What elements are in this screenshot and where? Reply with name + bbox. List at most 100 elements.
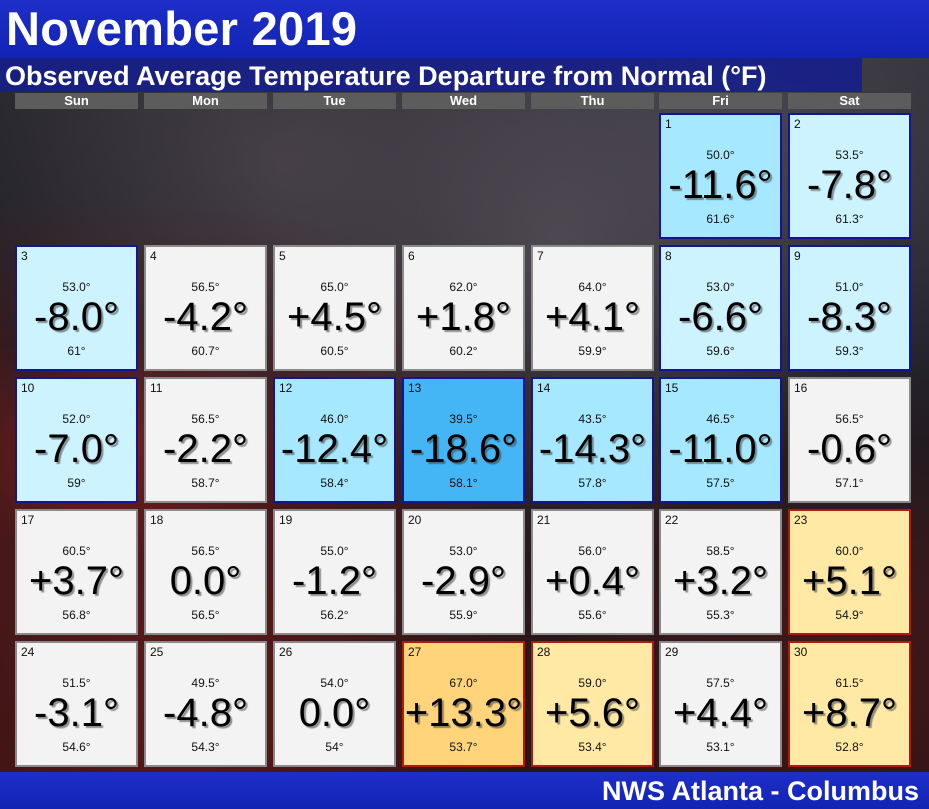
- day-number: 27: [408, 645, 422, 659]
- temperature-departure: -1.2°: [292, 559, 377, 603]
- day-number: 14: [537, 381, 551, 395]
- day-cell-27: 27 67.0° +13.3° 53.7°: [402, 641, 525, 767]
- day-number: 12: [279, 381, 293, 395]
- day-cell-3: 3 53.0° -8.0° 61°: [15, 245, 138, 371]
- normal-average-temp: 56.2°: [320, 608, 349, 622]
- day-cell-22: 22 58.5° +3.2° 55.3°: [659, 509, 782, 635]
- observed-average-temp: 43.5°: [578, 412, 607, 426]
- observed-average-temp: 58.5°: [706, 544, 735, 558]
- observed-average-temp: 59.0°: [578, 676, 607, 690]
- normal-average-temp: 60.5°: [320, 344, 349, 358]
- temperature-departure: 0.0°: [169, 559, 242, 603]
- day-cell-30: 30 61.5° +8.7° 52.8°: [788, 641, 911, 767]
- day-number: 18: [150, 513, 164, 527]
- temperature-departure: +1.8°: [416, 295, 511, 339]
- day-cell-8: 8 53.0° -6.6° 59.6°: [659, 245, 782, 371]
- observed-average-temp: 53.0°: [706, 280, 735, 294]
- normal-average-temp: 57.8°: [578, 476, 607, 490]
- footer-credit: NWS Atlanta - Columbus: [602, 776, 919, 806]
- day-cell-12: 12 46.0° -12.4° 58.4°: [273, 377, 396, 503]
- observed-average-temp: 52.0°: [62, 412, 91, 426]
- normal-average-temp: 56.8°: [62, 608, 91, 622]
- day-cell-4: 4 56.5° -4.2° 60.7°: [144, 245, 267, 371]
- day-cell-11: 11 56.5° -2.2° 58.7°: [144, 377, 267, 503]
- temperature-departure: +4.4°: [673, 691, 768, 735]
- normal-average-temp: 61.3°: [835, 212, 864, 226]
- day-number: 6: [408, 249, 415, 263]
- normal-average-temp: 53.4°: [578, 740, 607, 754]
- day-cell-15: 15 46.5° -11.0° 57.5°: [659, 377, 782, 503]
- day-number: 4: [150, 249, 157, 263]
- observed-average-temp: 49.5°: [191, 676, 220, 690]
- observed-average-temp: 50.0°: [706, 148, 735, 162]
- day-cell-23: 23 60.0° +5.1° 54.9°: [788, 509, 911, 635]
- observed-average-temp: 56.5°: [191, 544, 220, 558]
- observed-average-temp: 67.0°: [449, 676, 478, 690]
- title-bar: [0, 0, 929, 58]
- observed-average-temp: 60.5°: [62, 544, 91, 558]
- day-cell-21: 21 56.0° +0.4° 55.6°: [531, 509, 654, 635]
- observed-average-temp: 56.5°: [191, 280, 220, 294]
- day-number: 23: [794, 513, 808, 527]
- temperature-departure: -14.3°: [538, 427, 647, 471]
- observed-average-temp: 54.0°: [320, 676, 349, 690]
- footer-bar: [0, 772, 929, 809]
- temperature-departure: -7.0°: [34, 427, 119, 471]
- temperature-departure: -11.0°: [668, 427, 773, 471]
- page-subtitle: Observed Average Temperature Departure f…: [5, 61, 767, 91]
- day-cell-24: 24 51.5° -3.1° 54.6°: [15, 641, 138, 767]
- day-number: 10: [21, 381, 35, 395]
- normal-average-temp: 59.9°: [578, 344, 607, 358]
- temperature-departure: -6.6°: [678, 295, 763, 339]
- observed-average-temp: 62.0°: [449, 280, 478, 294]
- weekday-label-sat: Sat: [788, 93, 911, 109]
- temperature-departure: +4.5°: [287, 295, 382, 339]
- weekday-label-tue: Tue: [273, 93, 396, 109]
- normal-average-temp: 53.7°: [449, 740, 478, 754]
- day-number: 7: [537, 249, 544, 263]
- day-cell-13: 13 39.5° -18.6° 58.1°: [402, 377, 525, 503]
- day-number: 30: [794, 645, 808, 659]
- normal-average-temp: 52.8°: [835, 740, 864, 754]
- day-cell-25: 25 49.5° -4.8° 54.3°: [144, 641, 267, 767]
- temperature-departure: -4.8°: [163, 691, 248, 735]
- temperature-departure: +13.3°: [404, 691, 523, 735]
- day-number: 2: [794, 117, 801, 131]
- day-number: 3: [21, 249, 28, 263]
- day-cell-20: 20 53.0° -2.9° 55.9°: [402, 509, 525, 635]
- normal-average-temp: 59.3°: [835, 344, 864, 358]
- day-cell-18: 18 56.5° 0.0° 56.5°: [144, 509, 267, 635]
- observed-average-temp: 55.0°: [320, 544, 349, 558]
- observed-average-temp: 51.0°: [835, 280, 864, 294]
- temperature-departure: -2.9°: [421, 559, 506, 603]
- normal-average-temp: 57.5°: [706, 476, 735, 490]
- normal-average-temp: 59.6°: [706, 344, 735, 358]
- normal-average-temp: 54.6°: [62, 740, 91, 754]
- day-number: 24: [21, 645, 35, 659]
- day-number: 11: [150, 381, 163, 395]
- temperature-departure: +3.7°: [29, 559, 124, 603]
- day-cell-19: 19 55.0° -1.2° 56.2°: [273, 509, 396, 635]
- weekday-label-fri: Fri: [659, 93, 782, 109]
- normal-average-temp: 55.9°: [449, 608, 478, 622]
- day-cell-1: 1 50.0° -11.6° 61.6°: [659, 113, 782, 239]
- observed-average-temp: 39.5°: [449, 412, 478, 426]
- day-number: 20: [408, 513, 422, 527]
- weekday-label-sun: Sun: [15, 93, 138, 109]
- weekday-label-wed: Wed: [402, 93, 525, 109]
- day-number: 13: [408, 381, 422, 395]
- normal-average-temp: 55.3°: [706, 608, 735, 622]
- day-number: 17: [21, 513, 35, 527]
- observed-average-temp: 46.0°: [320, 412, 349, 426]
- day-cell-14: 14 43.5° -14.3° 57.8°: [531, 377, 654, 503]
- normal-average-temp: 54.3°: [191, 740, 220, 754]
- temperature-departure: -18.6°: [409, 427, 518, 471]
- temperature-departure: +3.2°: [673, 559, 768, 603]
- day-number: 8: [665, 249, 672, 263]
- temperature-departure: -2.2°: [163, 427, 248, 471]
- day-number: 25: [150, 645, 164, 659]
- observed-average-temp: 51.5°: [62, 676, 91, 690]
- weekday-label-mon: Mon: [144, 93, 267, 109]
- normal-average-temp: 58.4°: [320, 476, 349, 490]
- day-number: 16: [794, 381, 808, 395]
